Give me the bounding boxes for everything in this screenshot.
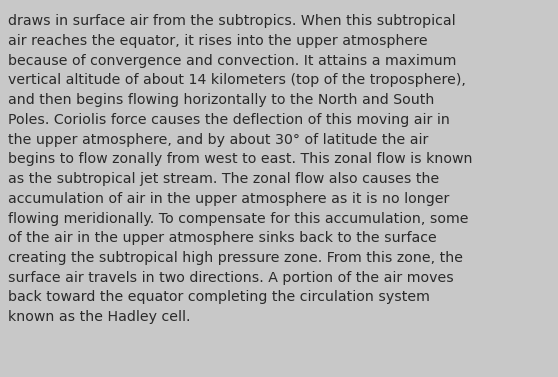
Text: draws in surface air from the subtropics. When this subtropical
air reaches the : draws in surface air from the subtropics…: [8, 14, 473, 324]
